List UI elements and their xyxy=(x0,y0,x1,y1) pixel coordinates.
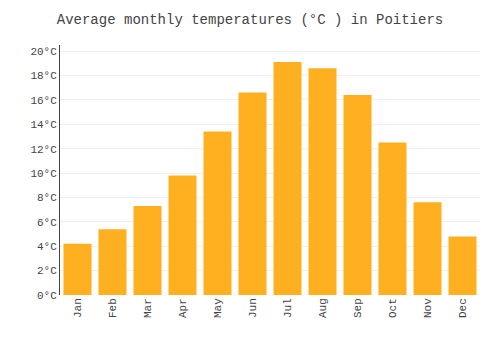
svg-text:Jul: Jul xyxy=(282,298,294,318)
svg-text:2°C: 2°C xyxy=(37,265,57,277)
svg-text:16°C: 16°C xyxy=(30,95,57,107)
svg-text:Mar: Mar xyxy=(142,298,154,318)
svg-text:Apr: Apr xyxy=(177,298,189,318)
svg-text:Jan: Jan xyxy=(72,298,84,318)
svg-text:Jun: Jun xyxy=(247,298,259,318)
svg-text:Nov: Nov xyxy=(422,298,434,318)
svg-text:14°C: 14°C xyxy=(30,119,57,131)
svg-text:12°C: 12°C xyxy=(30,144,57,156)
svg-text:6°C: 6°C xyxy=(37,217,57,229)
svg-text:May: May xyxy=(212,298,224,318)
svg-text:4°C: 4°C xyxy=(37,241,57,253)
svg-text:Feb: Feb xyxy=(107,298,119,318)
svg-text:10°C: 10°C xyxy=(30,168,57,180)
svg-text:Average monthly temperatures (: Average monthly temperatures (°C ) in Po… xyxy=(57,12,443,28)
svg-text:0°C: 0°C xyxy=(37,290,57,302)
svg-text:8°C: 8°C xyxy=(37,192,57,204)
svg-text:20°C: 20°C xyxy=(30,46,57,58)
svg-text:Aug: Aug xyxy=(317,298,329,318)
svg-text:Dec: Dec xyxy=(457,298,469,318)
svg-text:Oct: Oct xyxy=(387,298,399,318)
svg-text:18°C: 18°C xyxy=(30,70,57,82)
svg-text:Sep: Sep xyxy=(352,298,364,318)
